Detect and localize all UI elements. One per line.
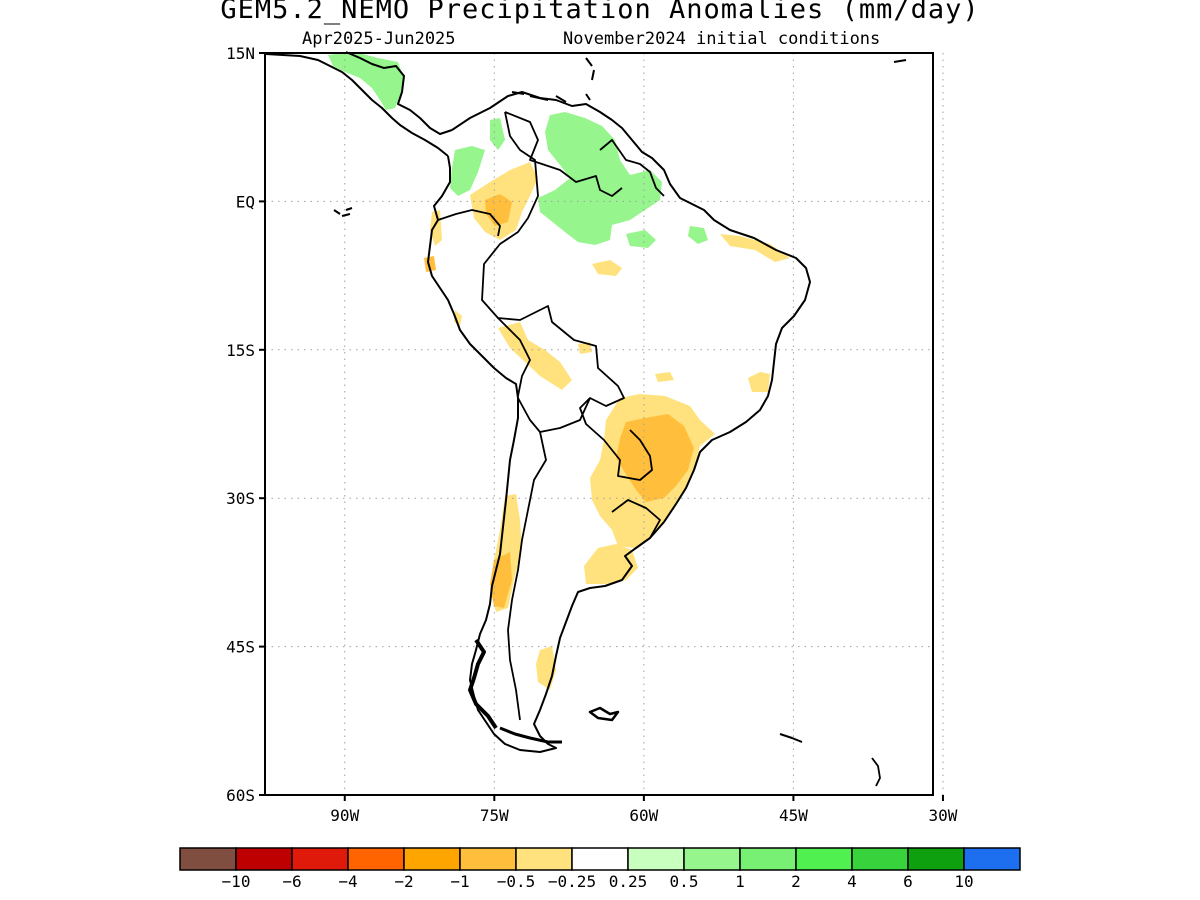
colorbar-swatch [683,847,741,871]
lat-tick-label: 60S [226,786,255,805]
lat-lon-grid [265,53,944,795]
map-title: GEM5.2_NEMO Precipitation Anomalies (mm/… [220,0,980,25]
longitude-labels: 90W 75W 60W 45W 30W [330,795,958,825]
colorbar-label: −10 [222,872,251,891]
colorbar-label: −2 [394,872,413,891]
colorbar-label: −0.25 [548,872,596,891]
lat-tick-label: 30S [226,489,255,508]
anomaly-bolivia-dry [498,322,572,390]
anomaly-shading [328,52,790,690]
colorbar-label: −6 [282,872,301,891]
central-america-caribbean-coast [345,51,453,135]
colorbar [179,847,1021,871]
forecast-period: Apr2025-Jun2025 [302,29,456,49]
colorbar-swatch [795,847,853,871]
colorbar-labels: −10 −6 −4 −2 −1 −0.5 −0.25 0.25 0.5 1 2 4 6 10 [222,872,974,891]
south-georgia [779,733,803,743]
lon-tick-label: 90W [330,806,359,825]
anomaly-bahia-dry [748,372,770,392]
galapagos-islands [333,207,353,217]
lat-tick-label: 45S [226,638,255,657]
lon-tick-label: 30W [929,806,958,825]
colorbar-label: 10 [954,872,973,891]
coastlines [265,51,907,787]
colorbar-swatch [403,847,461,871]
colorbar-label: 0.25 [609,872,648,891]
anomaly-colombia-dry-core [485,194,512,226]
border-argentina-uruguay [611,499,661,539]
border-colombia-ecuador [437,209,501,237]
map-frame [264,52,934,796]
anomaly-bolivia-east-dry [578,342,592,354]
caribbean-islands [511,57,907,103]
lat-tick-label: 15S [226,341,255,360]
colorbar-label: 1 [735,872,745,891]
initial-conditions: November2024 initial conditions [563,29,881,49]
colorbar-swatch [851,847,909,871]
south-sandwich-islands [871,757,881,787]
colorbar-swatch [963,847,1021,871]
anomaly-mato-grosso-dry [655,372,674,382]
anomaly-amapa-wet-patch [688,226,708,244]
falkland-islands [588,706,620,722]
anomaly-northeast-brazil-dry [720,234,790,262]
south-america-coast [427,91,811,753]
anomaly-ecuador-dry-core [424,256,436,272]
colorbar-label: −1 [450,872,469,891]
anomaly-amazon-wet-patch [626,230,656,248]
border-guianas [599,139,665,197]
colorbar-swatch [739,847,797,871]
colorbar-label: 6 [903,872,913,891]
lon-tick-label: 60W [629,806,658,825]
anomaly-venezuela-guyana-wet [538,112,662,245]
lon-tick-label: 45W [779,806,808,825]
central-america-coast [265,53,449,157]
lat-tick-label: EQ [236,192,255,211]
anomaly-chile-core-dry [490,552,512,608]
tierra-del-fuego [499,726,562,744]
border-peru-bolivia [497,317,531,397]
chilean-archipelago [468,638,498,730]
colorbar-swatch [347,847,405,871]
anomaly-colombia-caribbean-wet [490,118,505,150]
colorbar-swatch [907,847,965,871]
anomaly-colombia-pacific-wet [450,146,485,196]
lat-tick-label: 15N [226,44,255,63]
border-colombia-venezuela [504,111,623,197]
anomaly-argentina-dry [584,544,638,584]
anomaly-amazon-dry [592,260,622,276]
latitude-labels: 15N EQ 15S 30S 45S 60S [226,44,265,805]
colorbar-swatch [459,847,517,871]
colorbar-swatch [515,847,573,871]
colorbar-label: 2 [791,872,801,891]
colorbar-label: −4 [338,872,357,891]
colorbar-label: 4 [847,872,857,891]
colorbar-swatch [179,847,237,871]
colorbar-swatch [571,847,629,871]
colorbar-label: 0.5 [670,872,699,891]
colorbar-swatch [235,847,293,871]
lon-tick-label: 75W [480,806,509,825]
colorbar-label: −0.5 [497,872,536,891]
country-borders [481,111,653,481]
border-bolivia-paraguay [539,397,591,433]
anomaly-central-america-wet [328,52,404,110]
colorbar-swatch [291,847,349,871]
colorbar-swatch [627,847,685,871]
